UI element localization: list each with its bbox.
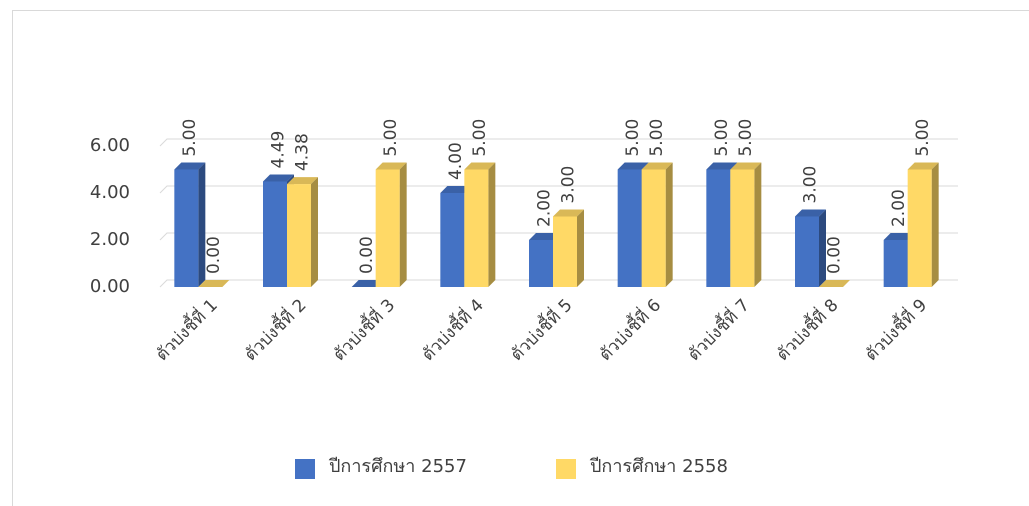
- value-label: 5.00: [712, 119, 732, 157]
- bar: [529, 240, 553, 287]
- bar: [440, 193, 465, 287]
- legend-label: ปีการศึกษา 2557: [329, 456, 467, 477]
- value-label: 5.00: [647, 119, 667, 157]
- value-label: 2.00: [535, 189, 555, 227]
- bar-group: [907, 162, 939, 287]
- bar-top: [375, 162, 407, 170]
- value-label: 5.00: [180, 119, 200, 157]
- y-tick-label: 2.00: [90, 229, 130, 250]
- bar-top: [174, 162, 206, 170]
- grid-line: [159, 232, 958, 241]
- bar: [730, 169, 755, 287]
- y-tick-label: 4.00: [90, 182, 130, 203]
- y-tick-label: 0.00: [90, 276, 130, 297]
- bar-side: [754, 162, 762, 287]
- bar-group: [529, 233, 560, 287]
- value-label: 5.00: [381, 119, 401, 157]
- bar: [263, 181, 287, 287]
- bar-top: [730, 162, 762, 170]
- legend-label: ปีการศึกษา 2558: [590, 456, 728, 477]
- bar-top: [795, 209, 826, 217]
- bar: [464, 169, 489, 287]
- bar-group: [198, 280, 230, 287]
- bar-side: [577, 209, 584, 287]
- bar-group: [174, 162, 206, 287]
- bar-side: [665, 162, 673, 287]
- bar-top: [287, 177, 318, 185]
- grid-line: [159, 138, 958, 147]
- bar-group: [464, 162, 496, 287]
- bar-top: [351, 280, 383, 287]
- bar: [883, 240, 908, 287]
- bar: [795, 216, 819, 287]
- bar: [174, 169, 199, 287]
- bar-group: [351, 280, 383, 287]
- bar-group: [819, 280, 850, 287]
- bar-side: [819, 209, 826, 287]
- bar: [706, 169, 731, 287]
- bar-group: [730, 162, 762, 287]
- grid-line: [159, 185, 958, 194]
- bar-group: [553, 209, 584, 287]
- chart-frame: [12, 10, 1029, 506]
- bar: [617, 169, 642, 287]
- bar-side: [311, 177, 318, 287]
- bar-top: [617, 162, 649, 170]
- bar: [287, 184, 311, 287]
- value-label: 4.38: [293, 133, 313, 171]
- bar-top: [907, 162, 939, 170]
- bar-top: [529, 233, 560, 240]
- legend-swatch: [556, 459, 576, 479]
- value-label: 2.00: [889, 189, 909, 227]
- value-label: 4.00: [446, 142, 466, 180]
- bar-side: [931, 162, 939, 287]
- value-label: 5.00: [623, 119, 643, 157]
- bar-top: [883, 233, 915, 240]
- value-label: 0.00: [825, 236, 845, 274]
- bar-group: [375, 162, 407, 287]
- value-label: 5.00: [470, 119, 490, 157]
- bar: [641, 169, 666, 287]
- bar-top: [464, 162, 496, 170]
- bar-top: [553, 209, 584, 217]
- value-label: 3.00: [559, 166, 579, 204]
- legend-swatch: [295, 459, 315, 479]
- grid-line: [159, 279, 958, 288]
- bar-group: [641, 162, 673, 287]
- value-label: 5.00: [736, 119, 756, 157]
- bar-side: [399, 162, 407, 287]
- bar-top: [641, 162, 673, 170]
- y-tick-label: 6.00: [90, 135, 130, 156]
- value-label: 0.00: [357, 236, 377, 274]
- bar: [375, 169, 400, 287]
- bar: [553, 216, 577, 287]
- bar-side: [198, 162, 206, 287]
- bar-top: [440, 186, 472, 193]
- value-label: 5.00: [913, 119, 933, 157]
- value-label: 0.00: [204, 236, 224, 274]
- value-label: 4.49: [269, 131, 289, 169]
- bar-group: [287, 177, 318, 287]
- bar-top: [263, 174, 294, 182]
- bar: [907, 169, 932, 287]
- bar-side: [488, 162, 496, 287]
- bar-group: [795, 209, 826, 287]
- bar-top: [706, 162, 738, 170]
- bar-top: [819, 280, 850, 287]
- value-label: 3.00: [801, 166, 821, 204]
- bar-top: [198, 280, 230, 287]
